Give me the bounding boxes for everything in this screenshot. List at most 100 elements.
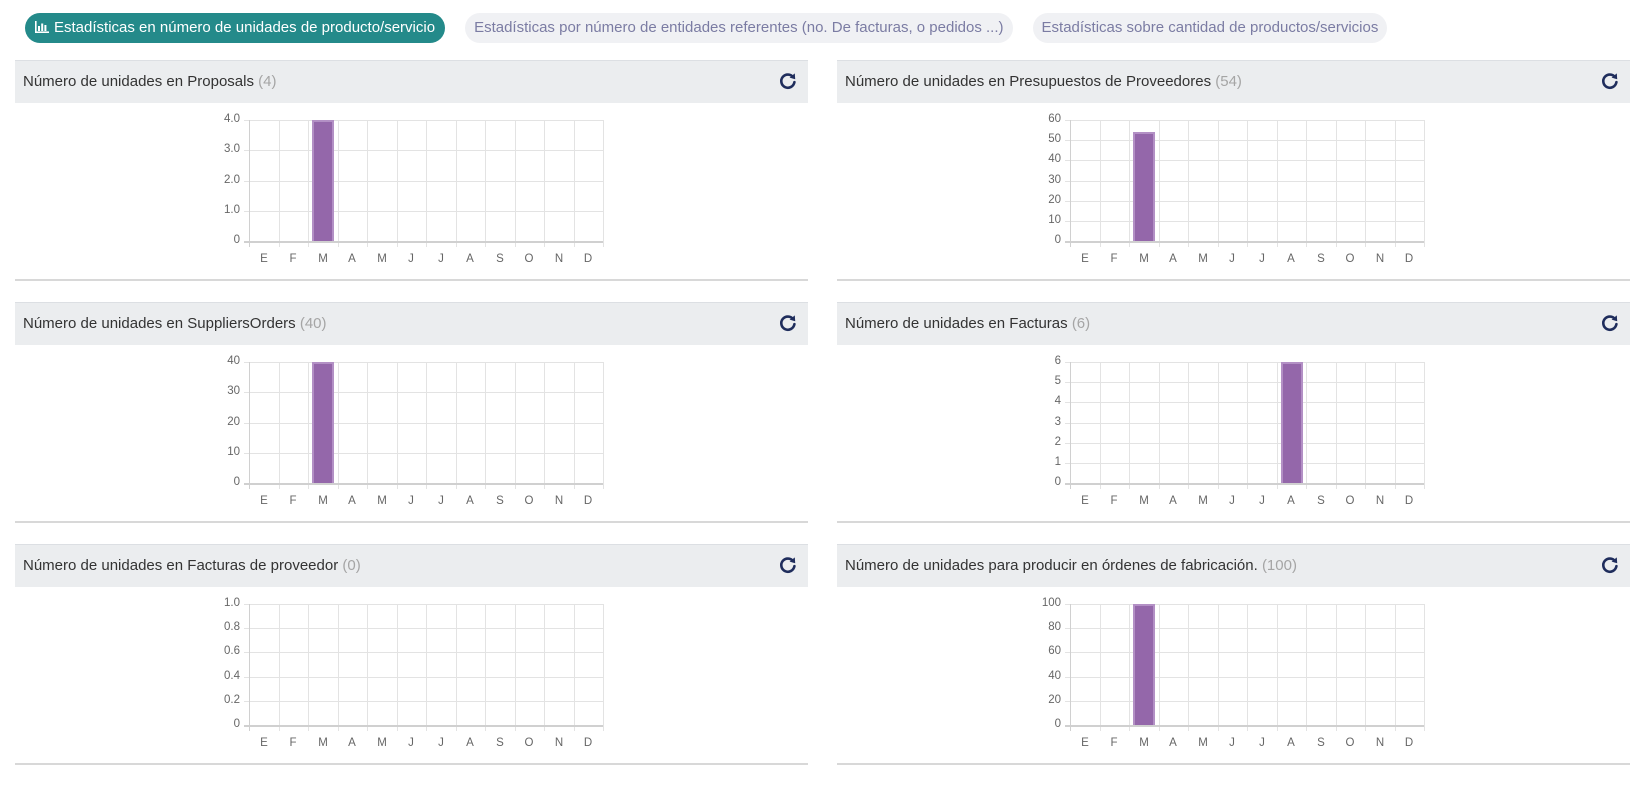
panel-title: Número de unidades en SuppliersOrders (4…: [23, 315, 327, 332]
stats-panel: Número de unidades en Proposals (4) 0 1.0 2…: [15, 60, 808, 281]
tab-label: Estadísticas en número de unidades de pr…: [54, 19, 436, 36]
gridline-vertical: [603, 604, 604, 731]
panel-header: Número de unidades en Facturas (6): [837, 302, 1630, 345]
gridline-vertical: [1159, 604, 1160, 731]
gridline-vertical: [603, 120, 604, 247]
panel-title-text: Número de unidades en Facturas: [845, 315, 1068, 332]
x-tick-label: O: [524, 737, 534, 749]
x-tick-label: D: [1404, 495, 1414, 507]
bar-chart: 0 0.2 0.4 0.6 0.8 1.0 E F M A M J J A S O N D: [15, 587, 808, 763]
x-tick-label: A: [1287, 737, 1295, 749]
x-tick-label: M: [377, 737, 387, 749]
x-tick-label: S: [496, 253, 504, 265]
gridline-horizontal: [1065, 677, 1424, 678]
y-tick-label: 2: [1054, 436, 1061, 448]
panel-header: Número de unidades para producir en órde…: [837, 544, 1630, 587]
x-tick-label: O: [524, 253, 534, 265]
bar[interactable]: [312, 120, 334, 241]
gridline-vertical: [1365, 120, 1366, 247]
gridline-vertical: [1100, 362, 1101, 489]
gridline-vertical: [1247, 120, 1248, 247]
x-axis: [1065, 725, 1424, 727]
gridline-vertical: [308, 604, 309, 731]
panel-title-text: Número de unidades en Proposals: [23, 73, 254, 90]
y-tick-label: 0.8: [224, 621, 240, 633]
x-tick-label: E: [1081, 253, 1089, 265]
x-tick-label: J: [438, 253, 444, 265]
tab-label: Estadísticas por número de entidades ref…: [474, 19, 1004, 36]
tab-units-per-product[interactable]: Estadísticas en número de unidades de pr…: [25, 13, 446, 43]
gridline-vertical: [1306, 362, 1307, 489]
panel-body: 0 1 2 3 4 5 6 E F M A M J J A S O N D: [837, 345, 1630, 523]
x-tick-label: A: [466, 495, 474, 507]
x-tick-label: D: [583, 495, 593, 507]
gridline-vertical: [603, 362, 604, 489]
gridline-horizontal: [244, 453, 603, 454]
y-tick-label: 0: [233, 718, 240, 730]
gridline-vertical: [338, 362, 339, 489]
gridline-vertical: [1188, 120, 1189, 247]
gridline-vertical: [1424, 604, 1425, 731]
gridline-horizontal: [244, 392, 603, 393]
y-tick-label: 0: [1054, 718, 1061, 730]
gridline-vertical: [485, 120, 486, 247]
gridline-horizontal: [244, 652, 603, 653]
x-tick-label: A: [1169, 253, 1177, 265]
y-tick-label: 60: [1048, 645, 1061, 657]
x-tick-label: M: [1139, 253, 1149, 265]
gridline-horizontal: [1065, 160, 1424, 161]
panel-body: 0 10 20 30 40 50 60 E F M A M J J A S O N D: [837, 103, 1630, 281]
gridline-horizontal: [1065, 423, 1424, 424]
tab-product-quantity[interactable]: Estadísticas sobre cantidad de productos…: [1032, 13, 1388, 43]
panel-title-text: Número de unidades en SuppliersOrders: [23, 315, 296, 332]
x-tick-label: O: [1345, 737, 1355, 749]
gridline-vertical: [1129, 604, 1130, 731]
x-tick-label: D: [583, 253, 593, 265]
gridline-vertical: [1365, 604, 1366, 731]
panel-body: 0 1.0 2.0 3.0 4.0 E F M A M J J A S O N D: [15, 103, 808, 281]
x-tick-label: J: [408, 737, 414, 749]
panel-title: Número de unidades en Presupuestos de Pr…: [845, 73, 1242, 90]
y-axis: [249, 604, 250, 731]
gridline-horizontal: [244, 362, 603, 363]
gridline-vertical: [426, 362, 427, 489]
gridline-vertical: [338, 120, 339, 247]
x-tick-label: A: [348, 495, 356, 507]
bar[interactable]: [312, 362, 334, 483]
bar-chart: 0 1 2 3 4 5 6 E F M A M J J A S O N D: [837, 345, 1630, 521]
x-tick-label: M: [377, 495, 387, 507]
refresh-icon[interactable]: [778, 71, 798, 91]
panel-count: (54): [1215, 73, 1242, 90]
gridline-vertical: [1365, 362, 1366, 489]
refresh-icon[interactable]: [1600, 555, 1620, 575]
refresh-icon[interactable]: [778, 313, 798, 333]
y-tick-label: 20: [1048, 694, 1061, 706]
gridline-vertical: [1129, 362, 1130, 489]
refresh-icon[interactable]: [1600, 313, 1620, 333]
bar[interactable]: [1133, 132, 1155, 241]
gridline-horizontal: [244, 677, 603, 678]
gridline-horizontal: [244, 701, 603, 702]
stats-panel: Número de unidades en SuppliersOrders (4…: [15, 302, 808, 523]
refresh-icon[interactable]: [778, 555, 798, 575]
x-tick-label: A: [466, 737, 474, 749]
gridline-vertical: [515, 604, 516, 731]
refresh-icon[interactable]: [1600, 71, 1620, 91]
x-tick-label: F: [1110, 253, 1118, 265]
tab-referring-entities[interactable]: Estadísticas por número de entidades ref…: [465, 13, 1013, 43]
x-tick-label: J: [438, 737, 444, 749]
x-tick-label: A: [1169, 495, 1177, 507]
y-axis: [1070, 120, 1071, 247]
gridline-horizontal: [244, 211, 603, 212]
x-tick-label: M: [1139, 495, 1149, 507]
y-tick-label: 0: [1054, 476, 1061, 488]
gridline-horizontal: [1065, 221, 1424, 222]
gridline-vertical: [1424, 120, 1425, 247]
x-tick-label: A: [1169, 737, 1177, 749]
gridline-horizontal: [1065, 701, 1424, 702]
bar[interactable]: [1281, 362, 1303, 483]
tab-label: Estadísticas sobre cantidad de productos…: [1041, 19, 1379, 36]
x-tick-label: A: [348, 737, 356, 749]
bar[interactable]: [1133, 604, 1155, 725]
x-tick-label: J: [438, 495, 444, 507]
